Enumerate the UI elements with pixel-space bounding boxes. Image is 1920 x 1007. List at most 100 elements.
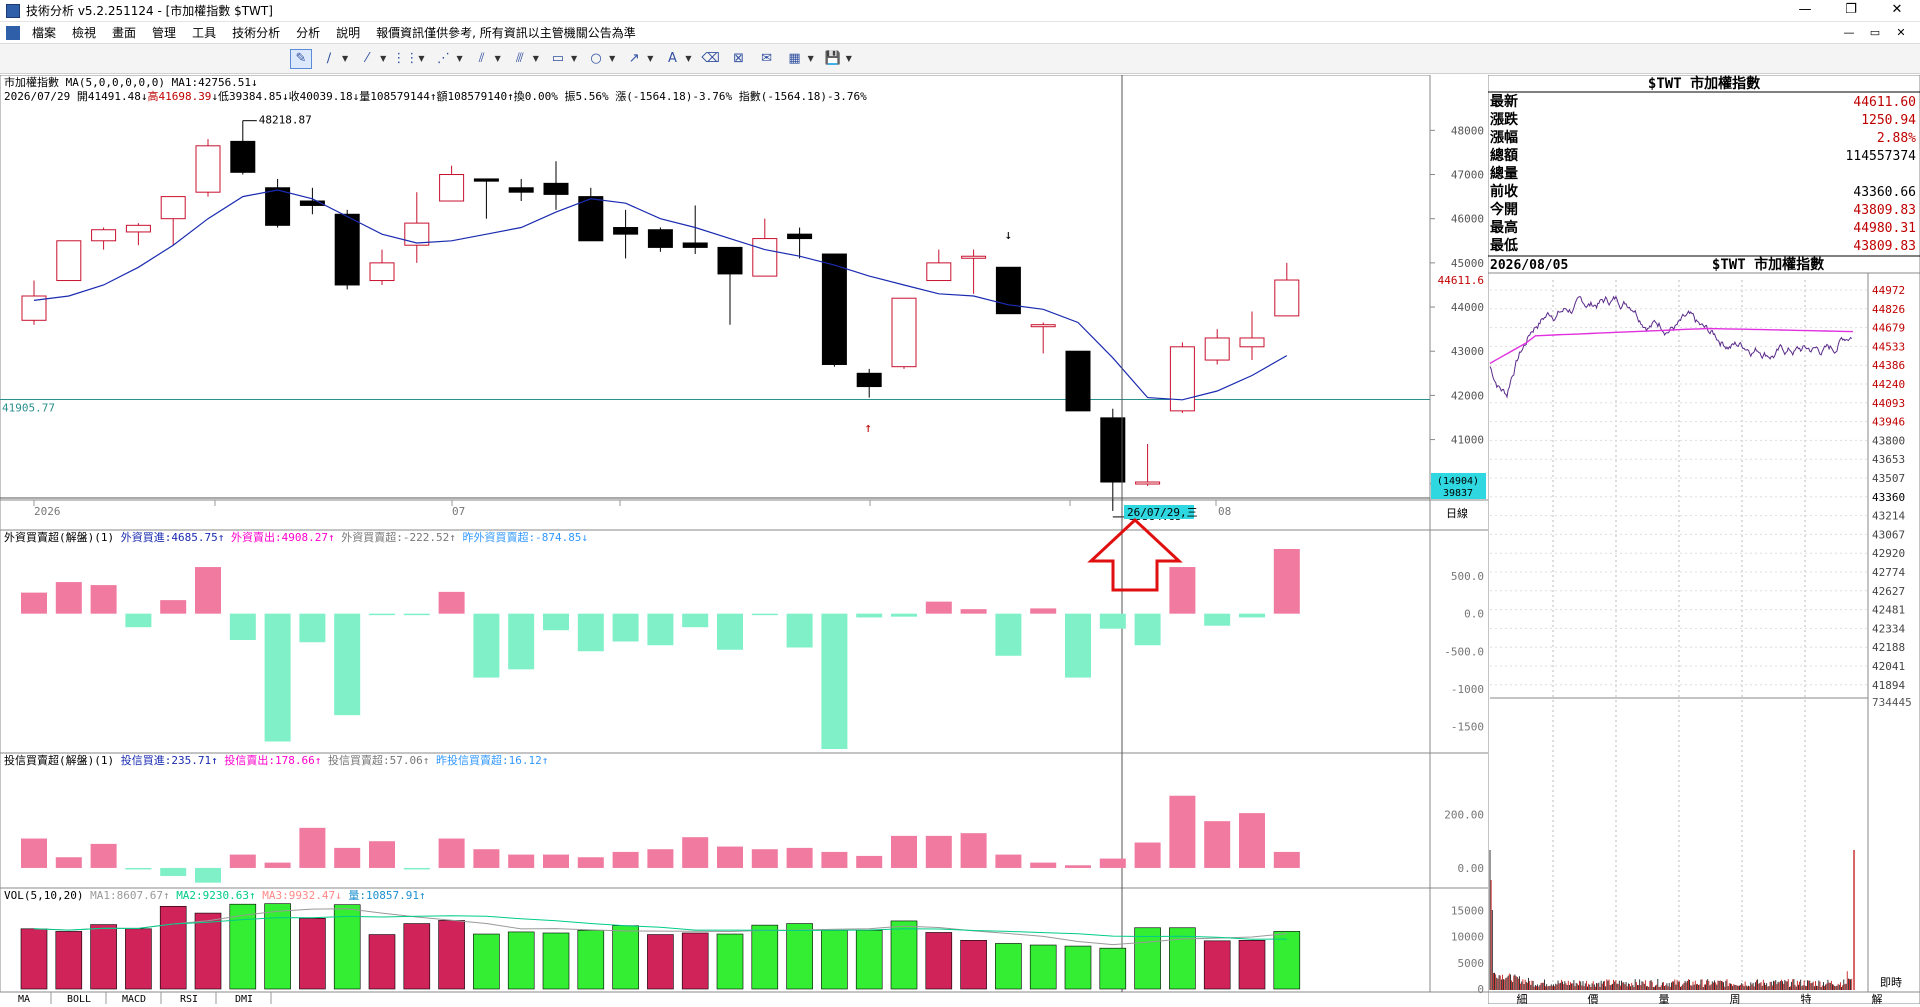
intraday-tick-label: 44093 xyxy=(1872,397,1905,410)
candle-body xyxy=(891,297,917,368)
trust-bar xyxy=(264,862,291,868)
cursor-box-bottom: 39837 xyxy=(1443,488,1473,499)
vol-bar xyxy=(681,932,709,990)
doc-restore-button[interactable]: ▭ xyxy=(1869,26,1881,39)
candle-body xyxy=(1274,279,1300,317)
vol-bar xyxy=(403,923,431,990)
trust-bar xyxy=(891,835,917,868)
quote-row-value: 114557374 xyxy=(1846,149,1917,164)
menu-bar: 檔案 檢視 畫面 管理 工具 技術分析 分析 說明 報價資訊僅供參考, 所有資訊… xyxy=(0,22,1920,44)
quote-tab: 特 xyxy=(1801,992,1812,1004)
foreign-bar xyxy=(264,613,291,742)
foreign-bar xyxy=(786,613,813,648)
foreign-bar xyxy=(438,591,465,614)
menu-view[interactable]: 檢視 xyxy=(72,25,97,40)
intraday-title: $TWT 市加權指數 xyxy=(1712,256,1824,273)
indicator-tab: MACD xyxy=(122,994,146,1004)
quote-row-label: 今開 xyxy=(1489,201,1518,218)
foreign-bar xyxy=(995,613,1022,656)
quote-row-label: 最新 xyxy=(1490,93,1518,110)
vol-bar xyxy=(647,934,674,990)
grid-line-icon[interactable]: ⫻ xyxy=(515,51,524,66)
trust-bar xyxy=(21,838,47,868)
ellipse-icon[interactable]: ○ xyxy=(590,51,602,66)
vol-bar xyxy=(612,925,639,990)
vol-bar xyxy=(542,932,570,990)
red-annotation-arrow-icon xyxy=(1087,517,1183,592)
parallel-lines-icon[interactable]: ⋮⋮ xyxy=(392,51,419,66)
x-label-year: 2026 xyxy=(34,505,61,518)
eraser-all-icon[interactable]: ⊠ xyxy=(733,51,745,66)
rectangle-icon[interactable]: ▭ xyxy=(551,51,565,66)
vol-ma-line xyxy=(33,908,1287,946)
candle-body xyxy=(91,229,117,242)
foreign-bar xyxy=(55,582,82,614)
trust-bar xyxy=(438,838,465,868)
trust-bar xyxy=(125,867,152,870)
close-button[interactable]: ✕ xyxy=(1891,2,1903,17)
candle-body xyxy=(1169,346,1195,412)
menu-technical-analysis[interactable]: 技術分析 xyxy=(232,25,281,40)
menu-tools[interactable]: 工具 xyxy=(192,25,217,40)
price-tick-label: 46000 xyxy=(1451,213,1484,226)
candle-body xyxy=(125,224,151,233)
vol-tick-label: 15000 xyxy=(1451,904,1484,917)
candle-body xyxy=(404,222,430,246)
menu-help[interactable]: 說明 xyxy=(336,25,361,40)
vol-bar xyxy=(125,928,152,990)
foreign-bar xyxy=(751,613,778,616)
intraday-tick-label: 43653 xyxy=(1872,453,1905,466)
app-icon xyxy=(6,3,20,18)
foreign-bar xyxy=(1273,549,1300,614)
palette-icon[interactable]: ▦ xyxy=(788,51,801,66)
foreign-bar xyxy=(403,613,430,616)
intraday-tick-label: 41894 xyxy=(1872,679,1905,692)
menu-analysis[interactable]: 分析 xyxy=(296,25,321,40)
foreign-bar xyxy=(577,613,604,652)
tag-icon[interactable]: A xyxy=(667,51,677,66)
chart-area[interactable]: 市加權指數 MA(5,0,0,0,0,0) MA1:42756.51↓ 2026/… xyxy=(0,74,1488,1005)
doc-close-button[interactable]: ✕ xyxy=(1896,26,1906,39)
pen-icon[interactable]: ∕ xyxy=(326,51,332,66)
menu-screen[interactable]: 畫面 xyxy=(112,25,137,40)
vol-bar xyxy=(716,933,744,990)
trust-bar xyxy=(612,851,639,868)
foreign-tick-label: 500.0 xyxy=(1451,570,1484,583)
trust-bar xyxy=(821,851,848,868)
draw-select-icon[interactable]: ✎ xyxy=(290,48,312,69)
x-label-month: 07 xyxy=(452,505,465,518)
save-icon[interactable]: 💾 xyxy=(824,51,841,66)
text-icon[interactable]: ✉ xyxy=(761,51,773,66)
maximize-button[interactable]: ❐ xyxy=(1845,2,1857,17)
doc-minimize-button[interactable]: — xyxy=(1843,26,1855,39)
erase-icon[interactable]: ⌫ xyxy=(701,51,720,66)
menu-manage[interactable]: 管理 xyxy=(152,25,177,40)
vol-bar xyxy=(1134,927,1161,990)
candle-body xyxy=(508,187,534,193)
vol-bar xyxy=(507,931,535,990)
trust-bar xyxy=(995,854,1022,868)
menu-file[interactable]: 檔案 xyxy=(32,25,57,40)
line-icon[interactable]: ⁄ xyxy=(366,51,369,66)
trust-bar xyxy=(1134,842,1161,868)
fan-icon[interactable]: ⋰ xyxy=(436,51,450,66)
main-chart-svg[interactable]: 市加權指數 MA(5,0,0,0,0,0) MA1:42756.51↓2026/… xyxy=(0,74,1488,1005)
foreign-bar xyxy=(229,613,256,640)
channel-icon[interactable]: ⫽ xyxy=(478,51,485,66)
arrow-icon[interactable]: ↗ xyxy=(628,51,640,66)
vol-bar xyxy=(960,940,987,990)
trust-bar xyxy=(1239,813,1265,868)
vol-tick-label: 5000 xyxy=(1458,957,1485,970)
trust-bar xyxy=(856,855,883,868)
period-label: 日線 xyxy=(1446,506,1468,520)
minimize-button[interactable]: — xyxy=(1798,2,1812,17)
intraday-tick-label: 44972 xyxy=(1872,284,1905,297)
candle-body xyxy=(1065,350,1091,412)
cursor-date-label: 26/07/29,三 xyxy=(1127,506,1198,519)
candle-body xyxy=(543,182,569,195)
quote-row-value: 44980.31 xyxy=(1853,221,1916,236)
quote-row-label: 前收 xyxy=(1490,183,1519,200)
foreign-bar xyxy=(90,585,117,614)
vol-bar xyxy=(577,930,605,990)
trust-tick-label: 0.00 xyxy=(1458,862,1485,875)
